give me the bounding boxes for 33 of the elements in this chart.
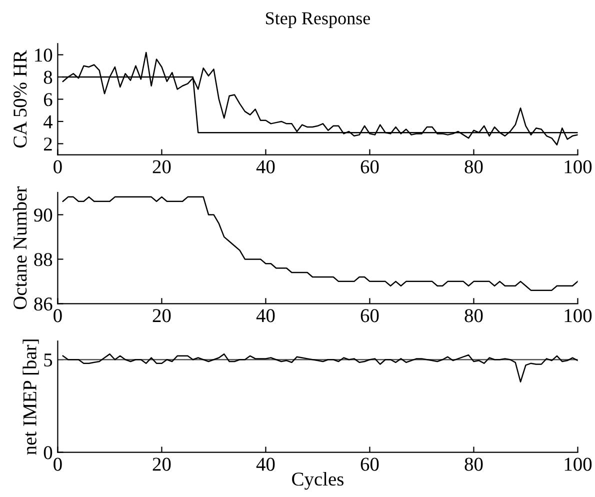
y-tick-label: 8 [44, 70, 52, 84]
x-tick-label: 20 [152, 309, 171, 322]
y-tick-label: 4 [44, 115, 53, 128]
x-tick-label: 60 [360, 309, 379, 322]
x-tick-label: 100 [564, 458, 592, 471]
x-tick-label: 0 [54, 458, 62, 471]
x-tick-label: 40 [256, 160, 275, 174]
x-tick-label: 20 [152, 458, 171, 471]
x-tick-label: 0 [54, 160, 62, 174]
x-tick-label: 80 [464, 160, 483, 174]
x-tick-label: 40 [256, 458, 275, 471]
y-tick-label: 86 [34, 297, 52, 311]
y-tick-label: 10 [35, 48, 52, 62]
y-axis-title: Octane Number [13, 186, 27, 310]
x-tick-label: 60 [360, 160, 379, 174]
x-tick-label: 100 [564, 160, 592, 174]
x-tick-label: 80 [464, 309, 483, 322]
x-tick-label: 80 [464, 458, 483, 471]
x-axis-title: Cycles [292, 472, 344, 490]
y-axis-title: CA 50% HR [14, 50, 27, 148]
x-tick-label: 0 [54, 309, 62, 322]
y-tick-label: 88 [34, 253, 52, 266]
x-tick-label: 100 [564, 309, 592, 322]
y-tick-label: 6 [44, 93, 52, 106]
x-tick-label: 40 [256, 309, 275, 322]
x-tick-label: 20 [152, 160, 171, 174]
y-axis-title: net IMEP [bar] [22, 340, 39, 455]
y-tick-label: 2 [44, 138, 52, 150]
chart-title: Step Response [266, 12, 370, 28]
y-tick-label: 90 [34, 208, 52, 222]
y-tick-label: 5 [44, 354, 52, 367]
y-tick-label: 0 [44, 446, 52, 460]
x-tick-label: 60 [360, 458, 379, 471]
